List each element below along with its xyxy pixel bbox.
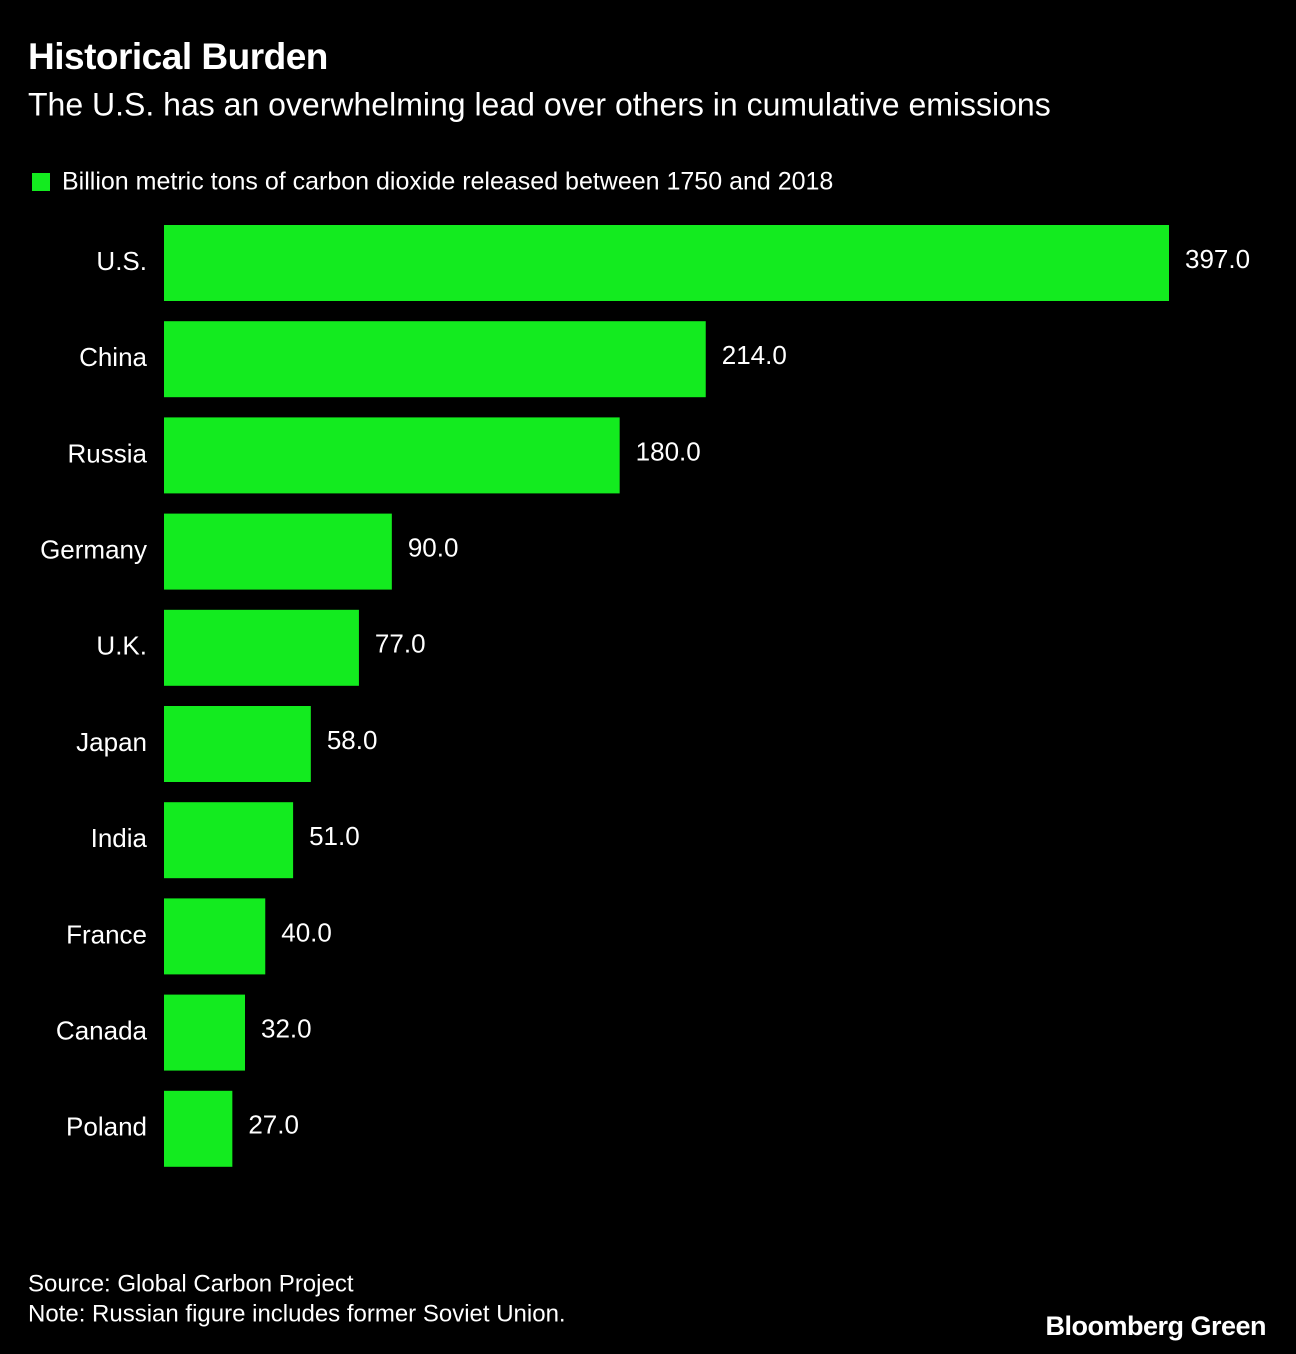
y-tick-label: U.S. [96,246,147,276]
value-label: 180.0 [636,436,701,466]
y-tick-label: France [66,919,147,949]
y-tick-label: Canada [56,1015,148,1045]
source: Source: Global Carbon Project [28,1270,354,1297]
value-label: 40.0 [281,917,332,947]
value-label: 77.0 [375,629,426,659]
chart-title: Historical Burden [28,36,328,77]
y-tick-label: Germany [40,534,147,564]
value-label: 90.0 [408,532,459,562]
value-label: 32.0 [261,1013,312,1043]
value-label: 397.0 [1185,244,1250,274]
value-label: 214.0 [722,340,787,370]
y-tick-label: Russia [68,438,148,468]
legend-label: Billion metric tons of carbon dioxide re… [62,168,833,196]
y-tick-label: China [79,342,147,372]
y-tick-label: U.K. [96,631,147,661]
value-label: 51.0 [309,821,360,851]
legend-swatch [32,173,50,191]
bar [164,802,294,879]
bar [164,994,246,1071]
bar [164,1090,233,1167]
y-tick-label: Japan [76,727,147,757]
value-label: 58.0 [327,725,378,755]
bar [164,321,706,398]
bar [164,225,1169,301]
bar [164,609,359,686]
brand: Bloomberg Green [1045,1311,1266,1341]
y-tick-label: India [91,823,148,853]
value-label: 27.0 [248,1110,299,1140]
y-tick-label: Poland [66,1112,147,1142]
bar [164,898,266,975]
bar [164,706,311,782]
bar [164,417,620,494]
note: Note: Russian figure includes former Sov… [28,1300,566,1327]
bar [164,513,392,590]
chart-subtitle: The U.S. has an overwhelming lead over o… [28,86,1051,122]
